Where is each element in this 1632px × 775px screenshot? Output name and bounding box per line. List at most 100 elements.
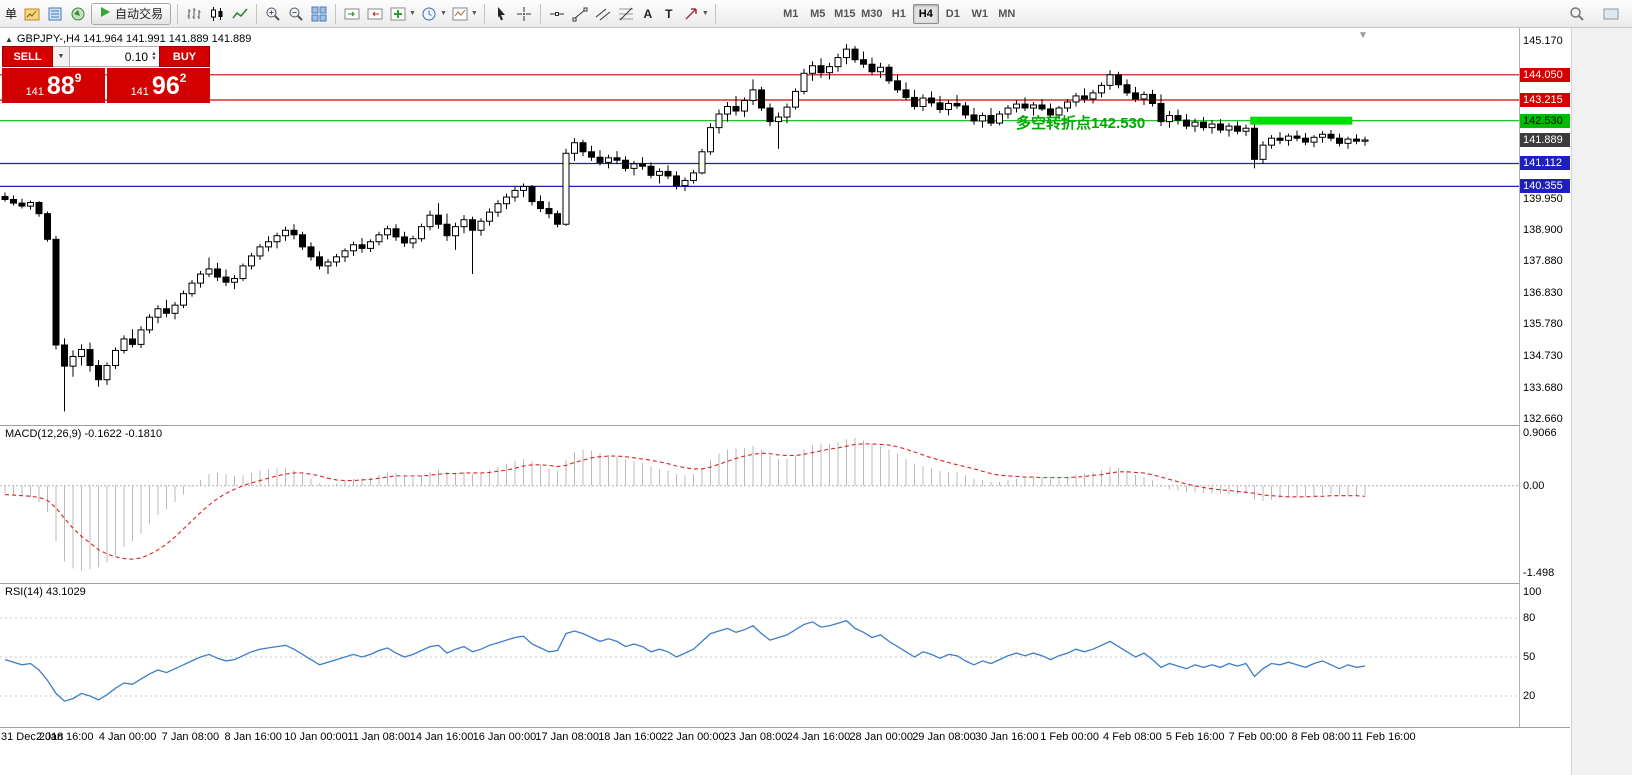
rsi-tick: 80 bbox=[1523, 612, 1536, 624]
toolbar-separator bbox=[714, 3, 716, 24]
data-window-icon[interactable] bbox=[45, 4, 65, 24]
hline-tool-icon[interactable] bbox=[547, 4, 567, 24]
time-tick: 8 Feb 08:00 bbox=[1291, 731, 1351, 743]
price-tick: 145.170 bbox=[1523, 34, 1563, 47]
price-chart[interactable] bbox=[0, 28, 1519, 728]
text-tool-icon[interactable]: A bbox=[643, 6, 653, 21]
templates-button[interactable]: ▼ bbox=[450, 4, 478, 24]
price-tick: 137.880 bbox=[1523, 255, 1563, 268]
macd-tick: 0.00 bbox=[1523, 479, 1545, 492]
autotrade-label: 自动交易 bbox=[115, 7, 164, 21]
time-tick: 29 Jan 08:00 bbox=[912, 731, 976, 743]
timeframe-w1[interactable]: W1 bbox=[967, 4, 993, 24]
bid-sup: 9 bbox=[74, 71, 82, 85]
chart-ohlc-text: GBPJPY-,H4 141.964 141.991 141.889 141.8… bbox=[16, 33, 252, 45]
timeframe-m30[interactable]: M30 bbox=[859, 4, 885, 24]
time-tick: 2 Jan 16:00 bbox=[36, 731, 94, 743]
timeframe-h1[interactable]: H1 bbox=[886, 4, 912, 24]
time-tick: 4 Feb 08:00 bbox=[1103, 731, 1162, 743]
tile-windows-icon[interactable] bbox=[309, 4, 329, 24]
timeframe-bar: M1 M5 M15 M30 H1 H4 D1 W1 MN bbox=[778, 3, 1020, 24]
one-click-price-row: 141 88 9 141 96 2 bbox=[2, 68, 210, 103]
line-chart-icon[interactable] bbox=[230, 4, 250, 24]
market-watch-icon[interactable] bbox=[22, 4, 42, 24]
time-tick: 18 Jan 16:00 bbox=[598, 731, 662, 743]
crosshair-icon[interactable] bbox=[514, 4, 534, 24]
candlestick-chart-icon[interactable] bbox=[207, 4, 227, 24]
channel-tool-icon[interactable] bbox=[593, 4, 613, 24]
ask-price-button[interactable]: 141 96 2 bbox=[107, 68, 210, 103]
periods-button[interactable]: ▼ bbox=[419, 4, 447, 24]
rsi-tick: 100 bbox=[1523, 586, 1542, 598]
rsi-tick: 20 bbox=[1523, 690, 1536, 702]
time-tick: 31 Dec 2018 bbox=[1, 731, 64, 743]
volume-spinner[interactable]: ▲ ▼ bbox=[151, 50, 157, 62]
chart-shift-icon[interactable] bbox=[365, 4, 385, 24]
timeframe-m1[interactable]: M1 bbox=[778, 4, 804, 24]
price-level-badge[interactable]: 142.530 bbox=[1520, 113, 1570, 128]
search-icon[interactable] bbox=[1567, 4, 1587, 24]
timeframe-d1[interactable]: D1 bbox=[940, 4, 966, 24]
pane-separator[interactable] bbox=[0, 425, 1570, 426]
price-tick: 138.900 bbox=[1523, 224, 1563, 237]
price-tick: 132.660 bbox=[1523, 412, 1563, 425]
price-tick: 139.950 bbox=[1523, 192, 1563, 205]
time-tick: 17 Jan 08:00 bbox=[535, 731, 599, 743]
buy-button[interactable]: BUY bbox=[159, 46, 210, 67]
one-click-trading-panel: SELL ▼ 0.10 ▲ ▼ BUY 141 88 9 141 96 2 bbox=[2, 46, 210, 103]
toolbar-separator bbox=[483, 3, 485, 24]
rsi-line bbox=[4, 619, 1366, 702]
bid-price-button[interactable]: 141 88 9 bbox=[2, 68, 105, 103]
pivot-annotation: 多空转折点142.530 bbox=[1016, 115, 1146, 132]
sell-button[interactable]: SELL bbox=[2, 46, 53, 67]
green-zone[interactable] bbox=[1250, 116, 1353, 125]
autotrade-button[interactable]: 自动交易 bbox=[91, 2, 172, 25]
timeframe-h4[interactable]: H4 bbox=[912, 3, 939, 24]
template-icon bbox=[450, 4, 470, 24]
timeframe-m5[interactable]: M5 bbox=[805, 4, 831, 24]
time-tick: 7 Jan 08:00 bbox=[161, 731, 220, 743]
time-axis[interactable]: 31 Dec 2018 2 Jan 16:00 4 Jan 00:00 7 Jan 0… bbox=[0, 727, 1570, 743]
volume-dropdown[interactable]: ▼ bbox=[53, 46, 70, 67]
price-level-badge[interactable]: 141.112 bbox=[1520, 156, 1570, 171]
indicators-button[interactable]: ▼ bbox=[388, 4, 416, 24]
chevron-down-icon: ▼ bbox=[701, 10, 709, 17]
time-tick: 11 Jan 08:00 bbox=[347, 731, 411, 743]
volume-value: 0.10 bbox=[124, 49, 149, 64]
indicators-icon bbox=[388, 4, 408, 24]
pane-separator[interactable] bbox=[0, 583, 1570, 584]
spin-up-icon[interactable]: ▲ bbox=[151, 50, 157, 57]
bid-big: 88 bbox=[46, 71, 75, 100]
collapse-arrow-icon[interactable]: ▲ bbox=[5, 34, 13, 44]
ask-prefix: 141 bbox=[130, 86, 149, 98]
spin-down-icon[interactable]: ▼ bbox=[151, 55, 157, 62]
timeframe-mn[interactable]: MN bbox=[994, 4, 1020, 24]
shapes-button[interactable]: ▼ bbox=[681, 4, 709, 24]
bar-chart-icon[interactable] bbox=[184, 4, 204, 24]
price-level-badge[interactable]: 143.215 bbox=[1520, 93, 1570, 107]
navigator-icon[interactable] bbox=[68, 4, 88, 24]
trendline-tool-icon[interactable] bbox=[570, 4, 590, 24]
toolbar: 单 自动交易 ▼ ▼ ▼ A T ▼ M1 M5 M15 M30 H1 H4 D bbox=[0, 0, 1632, 28]
volume-input[interactable]: 0.10 ▲ ▼ bbox=[70, 46, 159, 67]
price-tick: 136.830 bbox=[1523, 286, 1563, 299]
label-tool-icon[interactable]: T bbox=[665, 6, 673, 21]
cursor-icon[interactable] bbox=[491, 4, 511, 24]
zoom-out-icon[interactable] bbox=[286, 4, 306, 24]
fibonacci-tool-icon[interactable] bbox=[616, 4, 636, 24]
time-tick: 24 Jan 16:00 bbox=[786, 731, 851, 743]
zoom-in-icon[interactable] bbox=[263, 4, 283, 24]
new-order-button[interactable]: 单 bbox=[5, 7, 18, 21]
time-tick: 7 Feb 00:00 bbox=[1228, 731, 1288, 743]
price-axis[interactable]: 145.170 139.950 138.900 137.880 136.830 135.7… bbox=[1519, 28, 1570, 741]
price-level-badge[interactable]: 140.355 bbox=[1520, 179, 1570, 194]
auto-scroll-icon[interactable] bbox=[342, 4, 362, 24]
time-tick: 5 Feb 16:00 bbox=[1165, 731, 1225, 743]
time-tick: 11 Feb 16:00 bbox=[1351, 731, 1416, 743]
toolbar-overflow-icon[interactable] bbox=[1601, 4, 1621, 24]
current-price-badge: 141.889 bbox=[1520, 133, 1570, 148]
price-level-badge[interactable]: 144.050 bbox=[1520, 67, 1570, 82]
chart-shift-marker: ▼ bbox=[1358, 30, 1368, 41]
timeframe-m15[interactable]: M15 bbox=[832, 4, 858, 24]
